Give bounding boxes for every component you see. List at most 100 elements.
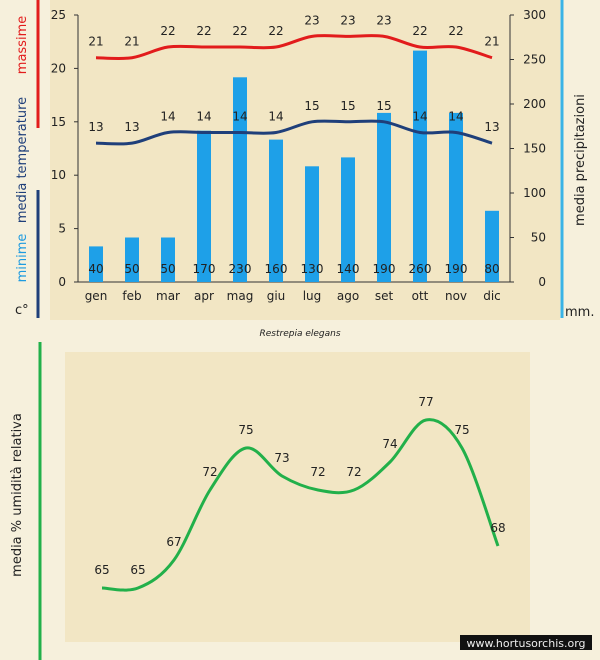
temperature-value-label: 22 — [268, 24, 283, 38]
temperature-value-label: 23 — [340, 13, 355, 27]
min-axis-label: minime — [15, 234, 30, 283]
right-tick-label: 0 — [538, 275, 546, 289]
temperature-value-label: 22 — [196, 24, 211, 38]
temperature-line — [95, 119, 493, 146]
left-tick-label: 0 — [58, 275, 66, 289]
watermark: www.hortusorchis.org — [460, 635, 592, 650]
bottom-plot-background — [65, 352, 530, 642]
temperature-value-label: 14 — [232, 109, 247, 123]
humidity-value-label: 72 — [346, 465, 361, 479]
min-temp-series: 13 13 14 14 14 14 15 15 15 14 14 13 — [88, 99, 500, 146]
humidity-value-label: 75 — [454, 423, 469, 437]
watermark-background — [460, 635, 592, 650]
humidity-series: 65 65 67 72 75 73 72 72 74 77 75 68 — [94, 395, 506, 592]
temperature-value-label: 15 — [376, 99, 391, 113]
x-tick-label: mag — [227, 289, 254, 303]
x-tick-label: nov — [445, 289, 467, 303]
temperature-value-label: 21 — [124, 35, 139, 49]
precipitation-bar — [377, 112, 391, 283]
precipitation-value-label: 140 — [337, 262, 360, 276]
right-tick-label: 200 — [523, 97, 546, 111]
humidity-value-label: 77 — [418, 395, 433, 409]
x-tick-label: apr — [194, 289, 214, 303]
precipitation-value-label: 260 — [409, 262, 432, 276]
humidity-chart: media % umidità relativa 65 65 67 72 75 73 72 7… — [10, 342, 530, 660]
temperature-value-label: 15 — [340, 99, 355, 113]
precipitation-value-labels: 40 50 50 170 230 160 130 140 190 260 190 80 — [88, 262, 499, 276]
humidity-line — [101, 418, 500, 592]
humidity-value-label: 68 — [490, 521, 505, 535]
humidity-value-label: 67 — [166, 535, 181, 549]
temperature-value-label: 14 — [160, 109, 175, 123]
temperature-value-label: 22 — [448, 24, 463, 38]
precipitation-value-label: 130 — [301, 262, 324, 276]
humidity-value-label: 74 — [382, 437, 397, 451]
precipitation-bar — [485, 210, 499, 282]
x-tick-label: ott — [412, 289, 429, 303]
right-tick-label: 150 — [523, 142, 546, 156]
precipitation-bar — [161, 237, 175, 282]
right-tick-label: 50 — [531, 231, 546, 245]
precipitation-value-label: 190 — [445, 262, 468, 276]
max-temp-series: 21 21 22 22 22 22 23 23 23 22 22 21 — [88, 13, 500, 61]
right-tick-label: 250 — [523, 53, 546, 67]
humidity-axis-label: media % umidità relativa — [10, 413, 25, 577]
precipitation-bar — [233, 77, 247, 282]
temperature-value-label: 14 — [196, 109, 211, 123]
left-tick-label: 20 — [51, 61, 66, 75]
humidity-value-label: 65 — [130, 563, 145, 577]
humidity-value-label: 72 — [202, 465, 217, 479]
temperature-value-label: 13 — [484, 120, 499, 134]
watermark-text: www.hortusorchis.org — [466, 637, 585, 650]
x-tick-labels: gen feb mar apr mag giu lug ago set ott nov dic — [85, 289, 501, 303]
precipitation-value-label: 170 — [193, 262, 216, 276]
temperature-value-label: 23 — [376, 13, 391, 27]
x-tick-label: set — [375, 289, 394, 303]
precipitation-value-label: 80 — [484, 262, 499, 276]
temperature-value-label: 14 — [268, 109, 283, 123]
left-ticks: 0 5 10 15 20 25 — [51, 8, 78, 289]
precipitation-unit: mm. — [565, 305, 594, 320]
precipitation-bar — [413, 50, 427, 282]
right-tick-label: 300 — [523, 8, 546, 22]
x-tick-label: mar — [156, 289, 180, 303]
species-name: Restrepia elegans — [259, 329, 340, 339]
right-axis-label: media precipitazioni — [573, 94, 588, 226]
precipitation-bar — [197, 130, 211, 282]
precipitation-bar — [305, 166, 319, 282]
temperature-value-label: 15 — [304, 99, 319, 113]
temperature-line — [95, 34, 493, 61]
left-tick-label: 15 — [51, 115, 66, 129]
x-tick-label: feb — [122, 289, 141, 303]
x-tick-label: lug — [303, 289, 322, 303]
precipitation-bars — [89, 50, 499, 283]
x-tick-label: gen — [85, 289, 108, 303]
x-tick-label: ago — [337, 289, 359, 303]
left-tick-label: 10 — [51, 168, 66, 182]
precipitation-bar — [125, 237, 139, 282]
mid-axis-label: media temperature — [15, 97, 30, 223]
humidity-value-label: 65 — [94, 563, 109, 577]
temperature-value-label: 13 — [88, 120, 103, 134]
left-tick-label: 5 — [58, 222, 66, 236]
humidity-value-label: 73 — [274, 451, 289, 465]
precipitation-bar — [269, 139, 283, 282]
precipitation-value-label: 40 — [88, 262, 103, 276]
precipitation-value-label: 50 — [160, 262, 175, 276]
x-tick-label: dic — [483, 289, 501, 303]
temperature-value-label: 23 — [304, 13, 319, 27]
precipitation-bar — [449, 112, 463, 283]
temperature-value-label: 21 — [88, 35, 103, 49]
temperature-value-label: 22 — [160, 24, 175, 38]
precipitation-bar — [341, 157, 355, 282]
right-tick-label: 100 — [523, 186, 546, 200]
precipitation-value-label: 160 — [265, 262, 288, 276]
temperature-unit: c° — [15, 303, 29, 318]
precipitation-value-label: 50 — [124, 262, 139, 276]
left-tick-label: 25 — [51, 8, 66, 22]
max-axis-label: massime — [15, 16, 30, 74]
right-ticks: 0 50 100 150 200 250 300 — [510, 8, 546, 289]
x-tick-label: giu — [267, 289, 286, 303]
